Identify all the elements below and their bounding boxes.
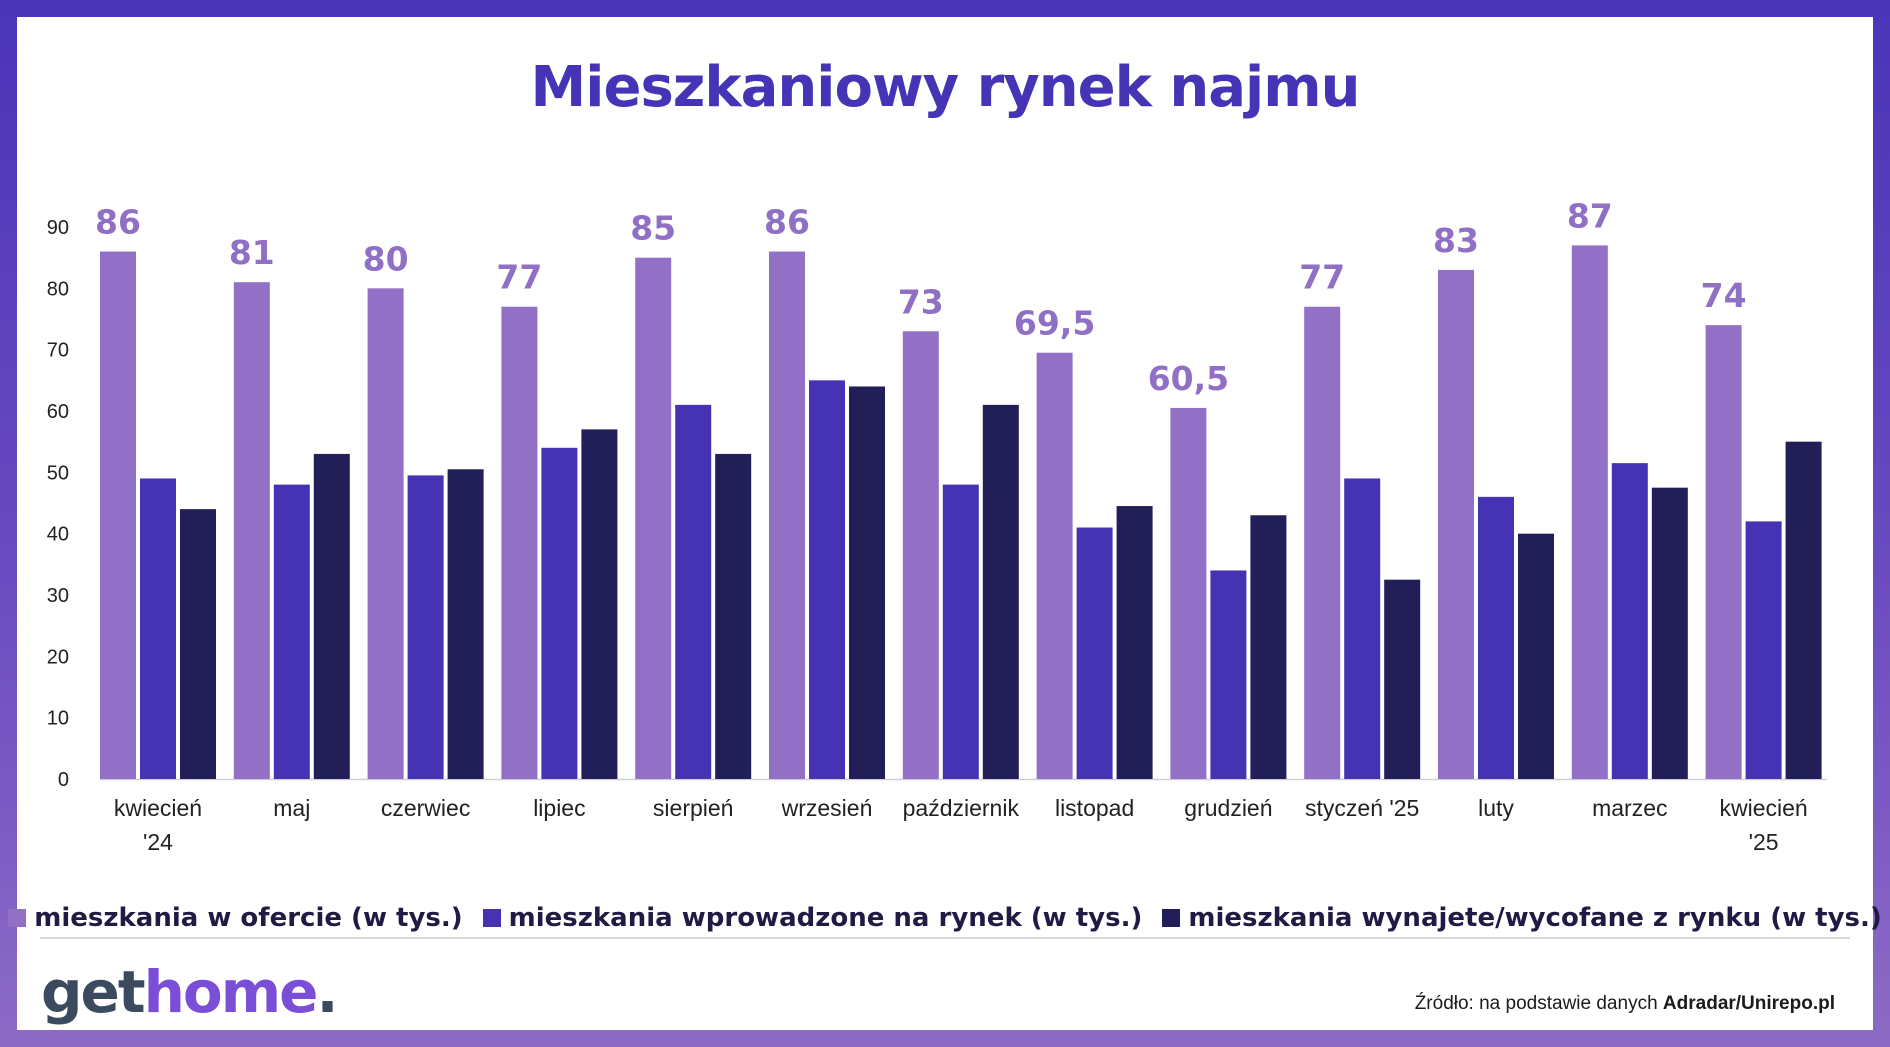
logo-dot: . [316, 958, 339, 1026]
legend-item-offer: mieszkania w ofercie (w tys.) [8, 903, 463, 933]
x-tick-label: lipiec [533, 795, 585, 821]
data-label: 83 [1433, 221, 1479, 260]
source-name: Adradar/Unirepo.pl [1662, 993, 1835, 1014]
bar-3 [447, 469, 484, 779]
data-label: 81 [229, 233, 275, 272]
bar-3 [1384, 579, 1421, 779]
x-tick-label: czerwiec [381, 795, 470, 821]
data-label: 86 [95, 203, 141, 242]
y-tick-label: 70 [47, 340, 69, 362]
data-label: 74 [1701, 276, 1747, 315]
bar-1 [1170, 407, 1207, 779]
y-tick-label: 60 [47, 401, 69, 423]
bar-3 [1116, 506, 1153, 779]
bar-3 [1518, 533, 1554, 779]
bar-3 [180, 509, 216, 779]
bar-2 [809, 380, 845, 779]
bar-3 [313, 453, 350, 779]
bar-3 [1250, 515, 1287, 779]
logo-part-get: get [41, 958, 146, 1026]
bar-2 [407, 475, 444, 779]
legend-swatch-new [482, 909, 501, 927]
data-label: 85 [630, 209, 676, 248]
bar-3 [1785, 441, 1822, 779]
bar-2 [1344, 478, 1381, 779]
y-tick-label: 0 [58, 769, 69, 791]
legend-item-new: mieszkania wprowadzone na rynek (w tys.) [482, 903, 1143, 933]
bar-1 [902, 331, 939, 779]
bar-1 [501, 306, 538, 779]
data-label: 87 [1567, 196, 1613, 235]
bar-3 [1651, 487, 1688, 779]
bar-2 [1611, 463, 1648, 779]
bar-1 [1571, 245, 1608, 779]
bar-3 [982, 404, 1019, 779]
legend-label-offer: mieszkania w ofercie (w tys.) [34, 903, 463, 933]
x-tick-label: wrzesień [781, 795, 873, 821]
source-note: Źródło: na podstawie danych Adradar/Unir… [1415, 993, 1835, 1015]
x-tick-label: '25 [1749, 829, 1779, 855]
x-tick-label: styczeń '25 [1305, 795, 1419, 821]
bar-3 [715, 453, 752, 779]
bar-2 [1478, 496, 1514, 779]
bar-1 [233, 282, 270, 779]
bar-3 [581, 429, 618, 779]
data-label: 77 [1299, 258, 1345, 297]
x-tick-label: listopad [1055, 795, 1134, 821]
bar-2 [675, 404, 712, 779]
bar-1 [1705, 325, 1742, 779]
x-tick-label: kwiecień [114, 795, 202, 821]
source-prefix: Źródło: na podstawie danych [1414, 993, 1663, 1014]
legend-label-rented: mieszkania wynajete/wycofane z rynku (w … [1188, 903, 1882, 933]
chart-title: Mieszkaniowy rynek najmu [530, 55, 1361, 120]
bar-1 [367, 288, 404, 779]
x-tick-label: '24 [143, 829, 173, 855]
bar-1 [1304, 306, 1341, 779]
bar-3 [849, 386, 885, 779]
data-label: 77 [496, 258, 542, 297]
bar-1 [100, 251, 136, 780]
legend-item-rented: mieszkania wynajete/wycofane z rynku (w … [1162, 903, 1882, 933]
legend-swatch-rented [1162, 909, 1181, 927]
footer-divider [40, 937, 1850, 939]
bar-1 [769, 251, 805, 780]
bar-1 [635, 257, 672, 779]
data-label: 69,5 [1014, 304, 1095, 343]
y-tick-label: 50 [47, 462, 69, 484]
legend-label-new: mieszkania wprowadzone na rynek (w tys.) [508, 903, 1143, 933]
x-tick-label: październik [903, 795, 1020, 821]
data-label: 86 [764, 203, 810, 242]
y-tick-label: 40 [47, 524, 69, 546]
y-tick-label: 90 [47, 217, 69, 239]
bar-2 [273, 484, 310, 779]
y-tick-label: 10 [47, 708, 69, 730]
bar-1 [1438, 269, 1474, 779]
bar-2 [1745, 521, 1782, 779]
bar-1 [1036, 352, 1073, 779]
data-label: 60,5 [1148, 359, 1229, 398]
data-label: 80 [363, 239, 409, 278]
y-tick-label: 30 [47, 585, 69, 607]
bar-2 [1210, 570, 1247, 779]
bar-2 [1076, 527, 1113, 779]
x-tick-label: kwiecień [1719, 795, 1807, 821]
data-label: 73 [898, 282, 944, 321]
x-tick-label: grudzień [1184, 795, 1272, 821]
bar-2 [942, 484, 979, 779]
y-tick-label: 20 [47, 646, 69, 668]
x-tick-label: marzec [1592, 795, 1667, 821]
bar-chart: 0 10 20 30 40 50 60 70 80 90 86 kwiecień '24 81 maj 80 c… [47, 196, 1827, 855]
bar-2 [140, 478, 176, 779]
chart-card: Mieszkaniowy rynek najmu 0 10 20 30 40 50 60 70… [8, 17, 1882, 1030]
x-tick-label: sierpień [653, 795, 734, 821]
logo-part-home: home [143, 958, 319, 1026]
bar-2 [541, 447, 578, 779]
chart-legend: mieszkania w ofercie (w tys.) mieszkania… [8, 903, 1882, 933]
x-tick-label: maj [273, 795, 310, 821]
legend-swatch-offer [8, 909, 27, 927]
y-tick-label: 80 [47, 278, 69, 300]
gethome-logo: gethome. [41, 963, 339, 1021]
x-tick-label: luty [1478, 795, 1514, 821]
